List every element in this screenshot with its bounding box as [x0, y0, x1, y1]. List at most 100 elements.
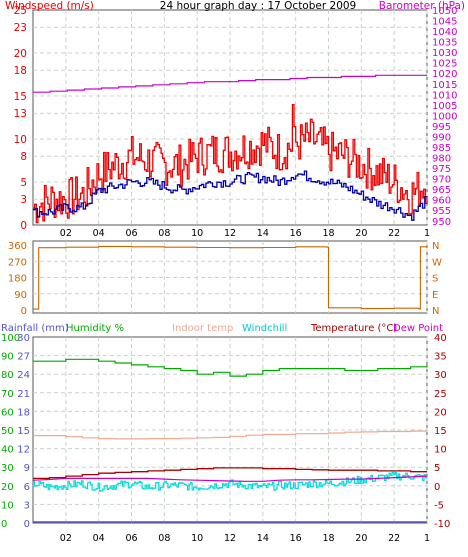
x-tick-bottom: 16 [290, 533, 302, 544]
rainfall-tick: 15 [17, 426, 30, 437]
rainfall-tick: 0 [24, 519, 30, 530]
compass-tick: S [432, 274, 438, 285]
legend-indoor-temp: Indoor temp [172, 323, 233, 334]
barometer-tick: 960 [432, 196, 451, 207]
barometer-tick: 1030 [432, 48, 457, 59]
temperature-line [33, 467, 427, 480]
windspeed-tick: 0 [20, 220, 27, 232]
humidity-tick: 50 [1, 426, 14, 437]
temperature-tick: 40 [434, 333, 447, 344]
x-tick-top: 06 [125, 228, 137, 239]
barometer-tick: 950 [432, 217, 451, 228]
x-tick-bottom: 10 [191, 533, 203, 544]
rainfall-tick: 9 [24, 463, 30, 474]
barometer-tick: 985 [432, 143, 451, 154]
x-tick-top: 10 [191, 228, 203, 239]
temperature-tick: 30 [434, 370, 447, 381]
barometer-line [33, 74, 427, 93]
x-tick-top: 22 [388, 228, 400, 239]
humidity-tick: 40 [1, 445, 14, 456]
temperature-tick: 0 [434, 482, 440, 493]
barometer-tick: 975 [432, 164, 451, 175]
legend-dew-point: Dew Point [393, 323, 443, 334]
temperature-tick: 10 [434, 445, 447, 456]
x-tick-top: 1 [424, 228, 430, 239]
humidity-tick: 60 [1, 407, 14, 418]
rainfall-tick: 18 [17, 407, 30, 418]
legend-temperature: Temperature (°C) [310, 323, 397, 334]
rainfall-tick: 27 [17, 352, 30, 363]
x-tick-bottom: 04 [93, 533, 105, 544]
tick-labels: 2523201815131085301050104510401035103010… [1, 5, 457, 544]
temperature-tick: -5 [434, 500, 444, 511]
humidity-line [33, 358, 428, 377]
legend-humidity: Humidity % [66, 323, 124, 334]
x-tick-top: 20 [355, 228, 367, 239]
x-tick-top: 04 [93, 228, 105, 239]
direction-tick: 0 [21, 306, 27, 317]
rainfall-tick: 12 [17, 445, 30, 456]
direction-tick: 90 [14, 290, 27, 301]
barometer-tick: 1050 [432, 6, 457, 17]
barometer-tick: 970 [432, 175, 451, 186]
humidity-tick: 90 [1, 352, 14, 363]
barometer-tick: 995 [432, 122, 451, 133]
compass-tick: N [432, 241, 439, 252]
humidity-tick: 30 [1, 463, 14, 474]
wind-average-line [33, 170, 428, 221]
temperature-tick: 5 [434, 463, 440, 474]
x-tick-top: 14 [257, 228, 269, 239]
barometer-tick: 955 [432, 206, 451, 217]
graph-title: 24 hour graph day : 17 October 2009 [160, 0, 356, 12]
x-tick-bottom: 18 [322, 533, 334, 544]
windspeed-tick: 25 [14, 5, 27, 17]
barometer-tick: 990 [432, 132, 451, 143]
wind-direction-line [33, 245, 428, 310]
windspeed-tick: 18 [14, 65, 27, 77]
compass-tick: E [432, 290, 438, 301]
barometer-tick: 1020 [432, 69, 457, 80]
rainfall-tick: 21 [17, 389, 30, 400]
direction-tick: 180 [8, 274, 27, 285]
barometer-tick: 1010 [432, 90, 457, 101]
legend-windchill: Windchill [242, 323, 287, 334]
barometer-tick: 965 [432, 185, 451, 196]
x-tick-bottom: 06 [125, 533, 137, 544]
barometer-tick: 1040 [432, 27, 457, 38]
humidity-tick: 0 [1, 519, 7, 530]
rainfall-tick: 3 [24, 500, 30, 511]
humidity-tick: 100 [1, 333, 20, 344]
rainfall-tick: 6 [24, 482, 30, 493]
x-tick-top: 12 [224, 228, 236, 239]
barometer-tick: 1045 [432, 17, 457, 28]
windspeed-tick: 3 [20, 194, 27, 206]
compass-tick: N [432, 306, 439, 317]
humidity-tick: 20 [1, 482, 14, 493]
windspeed-tick: 13 [14, 108, 27, 120]
windspeed-tick: 20 [14, 48, 27, 60]
direction-tick: 360 [8, 241, 27, 252]
windspeed-tick: 23 [14, 22, 27, 34]
barometer-tick: 1025 [432, 59, 457, 70]
x-tick-bottom: 20 [355, 533, 367, 544]
wind-speed-line [33, 103, 428, 224]
compass-tick: W [432, 257, 442, 268]
temperature-tick: 35 [434, 352, 447, 363]
rainfall-tick: 30 [17, 333, 30, 344]
x-tick-bottom: 02 [60, 533, 72, 544]
x-tick-bottom: 14 [257, 533, 269, 544]
humidity-tick: 80 [1, 370, 14, 381]
indoor-temp-line [33, 430, 427, 440]
x-tick-top: 16 [290, 228, 302, 239]
barometer-tick: 1015 [432, 80, 457, 91]
temperature-tick: 20 [434, 407, 447, 418]
x-tick-bottom: 08 [158, 533, 170, 544]
temperature-tick: -10 [434, 519, 450, 530]
x-tick-bottom: 12 [224, 533, 236, 544]
legend-rainfall: Rainfall (mm) [1, 323, 69, 334]
x-tick-top: 18 [322, 228, 334, 239]
x-tick-top: 02 [60, 228, 72, 239]
barometer-axis-title: Barometer (hPa) [379, 0, 465, 12]
temperature-tick: 15 [434, 426, 447, 437]
